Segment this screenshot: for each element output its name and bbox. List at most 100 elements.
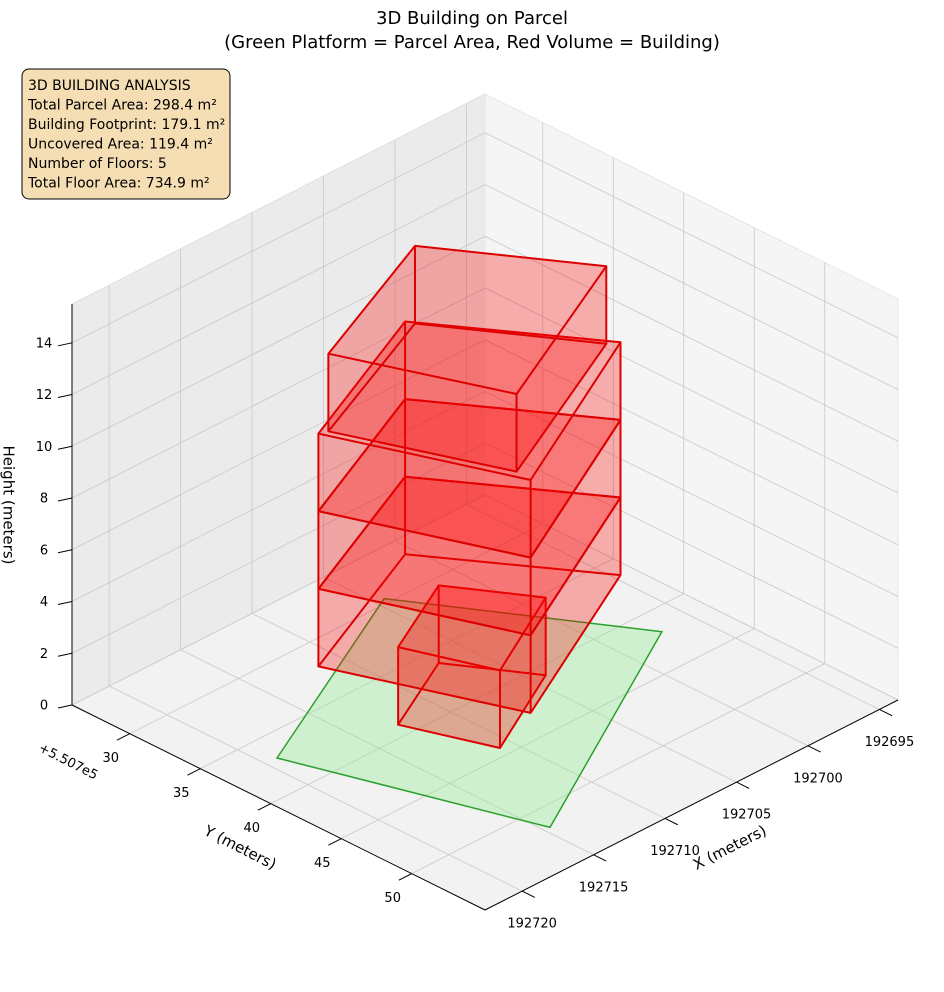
info-line: Total Parcel Area: 298.4 m²	[27, 98, 217, 114]
z-tick-label: 2	[40, 647, 48, 662]
floor-edge	[327, 244, 608, 395]
floor-bottom	[318, 476, 621, 636]
grid-line	[71, 494, 486, 706]
z-tick	[57, 549, 73, 554]
grid-line	[71, 235, 486, 447]
x-tick	[736, 781, 750, 789]
grid-line	[71, 184, 486, 395]
floor-top	[328, 245, 607, 394]
grid-line	[270, 593, 684, 805]
floor-side	[438, 585, 546, 676]
z-tick	[57, 394, 73, 399]
floor-bottom	[398, 663, 546, 748]
grid-line	[71, 339, 486, 551]
grid-line	[129, 523, 543, 735]
floor-side	[318, 511, 531, 636]
z-tick-label: 4	[40, 595, 48, 610]
floor-side	[516, 266, 607, 472]
floor-side	[530, 342, 621, 558]
z-tick	[57, 704, 73, 709]
grid-line	[484, 132, 899, 339]
scene	[275, 244, 664, 829]
y-tick-label: 45	[314, 856, 331, 871]
grid-line	[484, 442, 899, 649]
y-axis-line	[71, 704, 486, 911]
x-tick	[879, 708, 893, 717]
x-tick-label: 192720	[507, 917, 557, 932]
z-tick-label: 12	[36, 388, 53, 403]
z-tick-label: 10	[36, 440, 53, 455]
y-tick-label: 40	[243, 821, 260, 836]
x-tick-label: 192695	[865, 735, 915, 750]
info-box	[21, 68, 231, 200]
floor-edge	[317, 398, 622, 559]
grid-line	[341, 628, 755, 839]
z-tick	[57, 445, 73, 450]
x-tick-label: 192705	[722, 808, 772, 823]
z-tick	[57, 342, 73, 347]
y-tick	[187, 768, 201, 776]
y-tick-label: 30	[103, 751, 120, 766]
floor-top	[318, 321, 621, 480]
grid-line	[71, 132, 486, 344]
x-tick	[664, 817, 678, 826]
floor-side	[318, 399, 406, 589]
info-line: Uncovered Area: 119.4 m²	[28, 137, 213, 153]
y-offset-label: +5.507e5	[36, 741, 100, 784]
y-tick	[257, 803, 271, 811]
grid-line	[200, 558, 614, 770]
floor-side	[530, 497, 621, 713]
x-axis-line	[484, 699, 899, 911]
grid-line	[484, 494, 899, 701]
grid-line	[394, 540, 809, 747]
grid-line	[71, 391, 486, 602]
z-tick	[57, 652, 73, 657]
info-line: Total Floor Area: 734.9 m²	[27, 176, 210, 192]
y-tick	[398, 873, 412, 881]
floor-side	[415, 245, 607, 344]
floor-side	[530, 419, 621, 636]
z-tick	[57, 497, 73, 502]
x-tick-label: 192710	[650, 844, 700, 859]
floor-side	[318, 476, 406, 667]
grid-line	[484, 287, 899, 494]
z-axis-label: Height (meters)	[0, 446, 18, 565]
floor-side	[318, 588, 531, 713]
grid-line	[411, 663, 825, 874]
floor-bottom	[318, 399, 621, 558]
grid-line	[466, 504, 880, 710]
grid-line	[484, 391, 899, 597]
grid-line	[484, 339, 899, 546]
grid-line	[484, 235, 899, 442]
x-tick	[807, 745, 821, 753]
z-tick	[57, 601, 73, 606]
info-line: Number of Floors: 5	[28, 156, 167, 172]
y-axis-label: Y (meters)	[200, 821, 279, 873]
floor-side	[405, 321, 621, 420]
parcel	[275, 597, 664, 829]
info-line: Building Footprint: 179.1 m²	[28, 117, 225, 133]
grid-line	[484, 184, 899, 390]
floor-side	[318, 321, 406, 512]
floor-top	[318, 476, 621, 636]
floor-edge	[397, 662, 547, 749]
y-tick-label: 35	[173, 786, 190, 801]
floor-side	[328, 353, 517, 472]
chart-subtitle: (Green Platform = Parcel Area, Red Volum…	[224, 32, 720, 53]
info-lines: 3D BUILDING ANALYSIS Total Parcel Area: 2…	[27, 78, 225, 192]
floor-top	[318, 399, 621, 558]
y-tick	[116, 733, 131, 741]
x-tick-label: 192715	[579, 880, 629, 895]
floor-side	[398, 647, 500, 748]
floor-top	[398, 585, 546, 671]
z-tick-label: 8	[40, 492, 48, 507]
z-tick-label: 0	[40, 699, 48, 714]
floor-side	[318, 433, 531, 558]
chart-title: 3D Building on Parcel	[376, 8, 568, 29]
grid-line	[108, 685, 523, 892]
z-tick-label: 6	[40, 543, 48, 558]
grid-line	[251, 613, 666, 819]
floor-bottom	[328, 323, 607, 472]
info-line: 3D BUILDING ANALYSIS	[28, 78, 191, 94]
